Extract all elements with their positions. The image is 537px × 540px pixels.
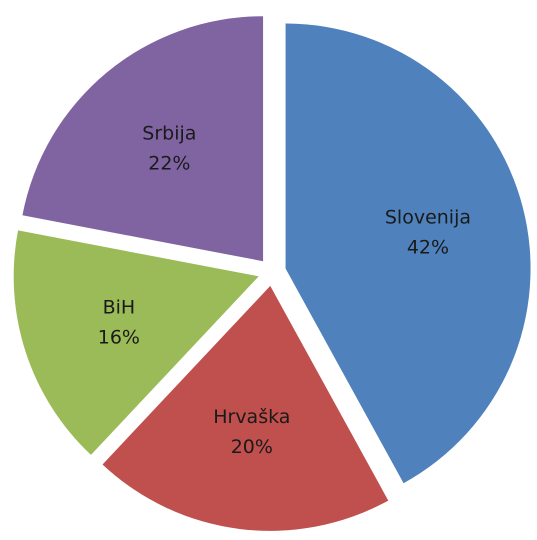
slice-value-label: 22% bbox=[148, 152, 190, 174]
slice-category-label: Srbija bbox=[142, 122, 196, 144]
pie-slice bbox=[13, 230, 259, 455]
pie-slice bbox=[285, 23, 531, 484]
slice-category-label: BiH bbox=[103, 296, 136, 318]
pie-slice bbox=[102, 285, 389, 531]
slice-category-label: Slovenija bbox=[385, 206, 471, 228]
slice-value-label: 20% bbox=[231, 436, 273, 458]
slice-value-label: 42% bbox=[407, 236, 449, 258]
slice-value-label: 16% bbox=[98, 326, 140, 348]
pie-slice bbox=[22, 16, 264, 262]
slice-category-label: Hrvaška bbox=[213, 406, 290, 428]
